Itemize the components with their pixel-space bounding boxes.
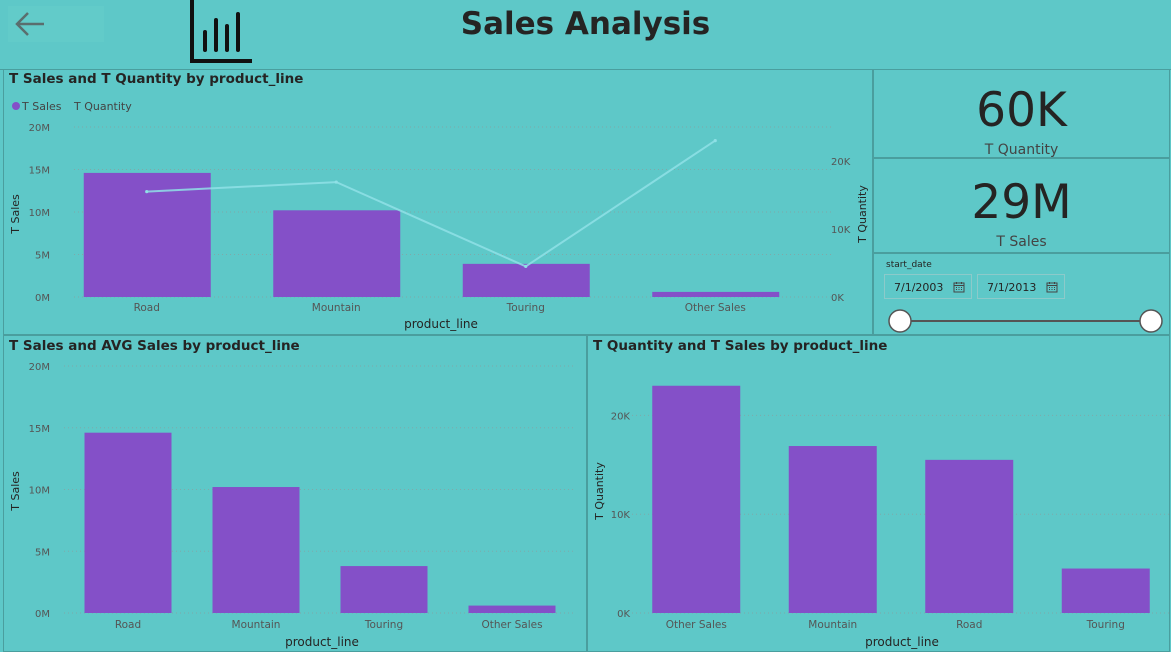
bar-road[interactable] [83,172,211,297]
x-tick-label: Road [956,619,982,631]
page-title: Sales Analysis [460,6,711,42]
y-tick-label-right: 0K [831,293,844,304]
slicer-label: start_date [886,260,932,270]
quantity-point[interactable] [524,264,528,268]
y-tick-label: 10M [29,486,50,497]
card-value: 60K [976,83,1067,138]
calendar-icon[interactable] [953,281,965,293]
chart-title: T Sales and T Quantity by product_line [9,71,304,87]
start-date-value: 7/1/2003 [894,281,944,294]
slider-start-handle[interactable] [888,309,912,333]
bar-mountain[interactable] [212,487,300,613]
card-label: T Sales [996,234,1047,250]
quantity-sales-bar-chart[interactable]: T Quantity and T Sales by product_line 0… [587,335,1170,652]
bar-touring[interactable] [1061,568,1150,613]
quantity-point[interactable] [334,180,338,184]
y-tick-label: 15M [29,424,50,435]
sales-avg-bar-chart[interactable]: T Sales and AVG Sales by product_line 0M… [3,335,587,652]
bar-chart-logo-icon [190,0,252,63]
x-tick-label: Touring [506,302,545,314]
x-tick-label: Road [134,302,160,314]
y-axis-title: T Quantity [593,462,606,521]
y-tick-label: 10K [611,510,631,521]
x-axis-title: product_line [865,635,939,649]
y-tick-label-right: 10K [831,225,851,236]
sales-card[interactable]: 29M T Sales [873,158,1170,253]
bar-other-sales[interactable] [652,291,780,297]
card-label: T Quantity [984,142,1059,158]
y-tick-label-left: 0M [35,293,50,304]
date-slicer[interactable]: start_date 7/1/2003 7/1/2013 [873,253,1170,335]
bar-touring[interactable] [462,263,590,297]
y-axis-title-right: T Quantity [856,185,869,244]
y-axis-title: T Sales [9,471,22,512]
y-tick-label-left: 10M [29,208,50,219]
legend-label-quantity[interactable]: T Quantity [73,100,132,113]
y-tick-label: 0K [617,609,630,620]
bar-other-sales[interactable] [468,605,556,613]
x-tick-label: Other Sales [481,619,542,631]
x-tick-label: Road [115,619,141,631]
end-date-value: 7/1/2013 [987,281,1037,294]
legend-marker-sales [12,102,20,110]
y-tick-label: 0M [35,609,50,620]
y-tick-label: 5M [35,547,50,558]
calendar-icon[interactable] [1046,281,1058,293]
bar-touring[interactable] [340,566,428,613]
y-tick-label-left: 20M [29,123,50,134]
arrow-left-icon [15,12,44,36]
x-tick-label: Mountain [312,302,361,314]
x-tick-label: Other Sales [666,619,727,631]
x-axis-title: product_line [285,635,359,649]
y-tick-label: 20K [611,411,631,422]
x-tick-label: Touring [1086,619,1125,631]
x-tick-label: Other Sales [685,302,746,314]
x-tick-label: Touring [364,619,403,631]
avg-chart-svg: 0M 5M 10M 15M 20M Road Mountain Touring Other Sa… [9,362,576,649]
x-axis-title: product_line [404,317,478,331]
quantity-card[interactable]: 60K T Quantity [873,69,1170,158]
sales-quantity-combo-chart[interactable]: T Sales and T Quantity by product_line T… [3,69,873,335]
y-tick-label-right: 20K [831,157,851,168]
y-tick-label: 20M [29,362,50,373]
card-value: 29M [971,175,1072,230]
bar-mountain[interactable] [788,446,877,613]
bar-road[interactable] [84,432,172,613]
x-tick-label: Mountain [232,619,281,631]
slider-end-handle[interactable] [1139,309,1163,333]
legend-label-sales[interactable]: T Sales [21,100,62,113]
y-tick-label-left: 5M [35,251,50,262]
quantity-point[interactable] [713,139,717,143]
chart-title: T Quantity and T Sales by product_line [593,338,888,354]
x-tick-label: Mountain [808,619,857,631]
back-button[interactable] [8,6,104,42]
bar-other-sales[interactable] [652,385,741,613]
date-range-slider[interactable] [874,306,1169,336]
quantity-line[interactable] [146,139,716,268]
y-tick-label-left: 15M [29,166,50,177]
chart-title: T Sales and AVG Sales by product_line [9,338,300,354]
bar-mountain[interactable] [273,210,401,297]
qty-chart-svg: 0K 10K 20K Other Sales Mountain Road Touring T… [593,385,1169,649]
y-axis-title-left: T Sales [9,194,22,235]
header-bar: Sales Analysis [0,0,1171,70]
combo-chart-svg: T Sales T Quantity 0M 5M 10M 15M 20M 0K 10K 20… [9,100,869,331]
quantity-point[interactable] [145,190,149,194]
start-date-input[interactable]: 7/1/2003 [884,274,972,299]
bar-road[interactable] [925,459,1014,613]
end-date-input[interactable]: 7/1/2013 [977,274,1065,299]
